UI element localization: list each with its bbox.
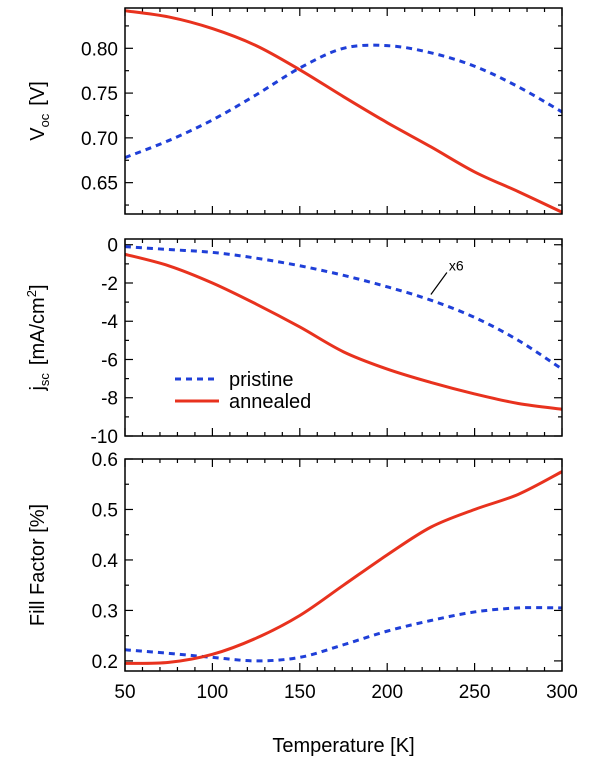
annotation-label: x6	[449, 257, 464, 273]
y-axis-label: Fill Factor [%]	[27, 504, 49, 626]
y-tick-label: 0.2	[92, 652, 118, 673]
series-line-annealed	[125, 252, 562, 411]
legend-label-pristine: pristine	[229, 369, 293, 391]
y-tick-label: 0.6	[92, 450, 118, 471]
panel-middle: 0 -2 -4 -6 -8 -10 jsc[mA/cm2] x6 pristineanneale…	[24, 236, 563, 448]
x-tick-label: 50	[114, 682, 135, 703]
plot-frame	[124, 7, 563, 215]
y-axis-label: Voc[V]	[27, 81, 52, 141]
y-tick-label: -4	[101, 312, 118, 333]
series-line-pristine	[125, 43, 562, 159]
y-tick-label: -6	[101, 350, 118, 371]
x-tick-label: 300	[546, 682, 578, 703]
x-axis-label: Temperature [K]	[272, 735, 414, 757]
panel-bottom: 0.2 0.3 0.4 0.5 0.6 50 100 150 200 250 300 Fill Fac…	[27, 450, 578, 757]
y-tick-label: -10	[91, 427, 118, 448]
series-line-pristine	[125, 245, 562, 371]
y-tick-label: 0.4	[92, 551, 119, 572]
annotation-leader	[430, 272, 448, 295]
series-line-pristine	[125, 606, 562, 663]
x-tick-label: 100	[197, 682, 229, 703]
series-line-annealed	[125, 470, 562, 665]
plot-frame	[124, 238, 563, 437]
y-tick-label: -2	[101, 274, 118, 295]
panel-top: 0.65 0.70 0.75 0.80 Voc[V]	[27, 7, 563, 215]
plot-frame	[124, 458, 563, 672]
y-tick-label: -8	[101, 389, 118, 410]
y-tick-label: 0.75	[81, 84, 118, 105]
legend-label-annealed: annealed	[229, 391, 311, 413]
chart-panels: 0.65 0.70 0.75 0.80 Voc[V] 0 -2 -4 -6 -8 -10 jsc[mA…	[24, 7, 578, 757]
x-tick-label: 200	[371, 682, 403, 703]
y-tick-label: 0.65	[81, 174, 118, 195]
y-tick-label: 0	[107, 236, 118, 257]
x-tick-label: 150	[284, 682, 316, 703]
y-tick-label: 0.80	[81, 39, 118, 60]
y-tick-label: 0.3	[92, 601, 118, 622]
y-tick-label: 0.5	[92, 500, 118, 521]
series-line-annealed	[125, 9, 562, 214]
x-tick-label: 250	[459, 682, 491, 703]
y-axis-label: jsc[mA/cm2]	[24, 284, 52, 391]
y-tick-label: 0.70	[81, 129, 118, 150]
